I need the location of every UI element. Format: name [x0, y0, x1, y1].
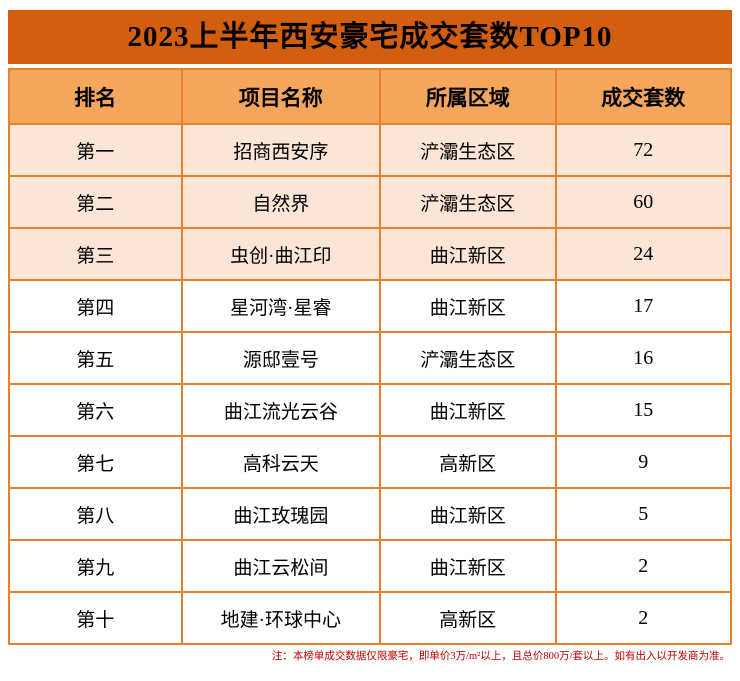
table-row: 第十 地建·环球中心 高新区 2 [8, 591, 733, 645]
count-cell: 17 [554, 279, 733, 333]
rank-cell: 第五 [8, 331, 183, 385]
header-rank: 排名 [8, 68, 183, 125]
district-cell: 浐灞生态区 [379, 123, 557, 177]
project-cell: 曲江玫瑰园 [180, 487, 382, 541]
table-row: 第四 星河湾·星睿 曲江新区 17 [8, 279, 733, 333]
district-cell: 高新区 [379, 591, 557, 645]
table-row: 第八 曲江玫瑰园 曲江新区 5 [8, 487, 733, 541]
table-row: 第六 曲江流光云谷 曲江新区 15 [8, 383, 733, 437]
footnote: 注：本榜单成交数据仅限豪宅，即单价3万/m²以上，且总价800万/套以上。如有出… [271, 651, 730, 662]
table-row: 第三 虫创·曲江印 曲江新区 24 [8, 227, 733, 281]
project-cell: 高科云天 [180, 435, 382, 489]
table-body: 第一 招商西安序 浐灞生态区 72 第二 自然界 浐灞生态区 60 第三 虫创·曲江印 曲江新区 24… [8, 123, 733, 645]
project-cell: 地建·环球中心 [180, 591, 382, 645]
project-cell: 虫创·曲江印 [180, 227, 382, 281]
count-cell: 2 [554, 591, 733, 645]
district-cell: 曲江新区 [379, 383, 557, 437]
count-cell: 5 [554, 487, 733, 541]
table-row: 第七 高科云天 高新区 9 [8, 435, 733, 489]
district-cell: 浐灞生态区 [379, 175, 557, 229]
project-cell: 星河湾·星睿 [180, 279, 382, 333]
district-cell: 曲江新区 [379, 487, 557, 541]
count-cell: 15 [554, 383, 733, 437]
table-row: 第二 自然界 浐灞生态区 60 [8, 175, 733, 229]
table-header: 排名 项目名称 所属区域 成交套数 [8, 68, 733, 125]
count-cell: 72 [554, 123, 733, 177]
district-cell: 曲江新区 [379, 279, 557, 333]
district-cell: 曲江新区 [379, 539, 557, 593]
header-project: 项目名称 [180, 68, 382, 125]
district-cell: 曲江新区 [379, 227, 557, 281]
count-cell: 60 [554, 175, 733, 229]
rank-cell: 第十 [8, 591, 183, 645]
count-cell: 9 [554, 435, 733, 489]
header-row: 排名 项目名称 所属区域 成交套数 [8, 68, 733, 125]
rank-cell: 第四 [8, 279, 183, 333]
project-cell: 招商西安序 [180, 123, 382, 177]
rank-cell: 第九 [8, 539, 183, 593]
ranking-table: 排名 项目名称 所属区域 成交套数 第一 招商西安序 浐灞生态区 72 第二 自然界 浐灞生… [8, 68, 733, 645]
district-cell: 浐灞生态区 [379, 331, 557, 385]
project-cell: 源邸壹号 [180, 331, 382, 385]
count-cell: 24 [554, 227, 733, 281]
rank-cell: 第六 [8, 383, 183, 437]
rank-cell: 第八 [8, 487, 183, 541]
rank-cell: 第三 [8, 227, 183, 281]
project-cell: 曲江云松间 [180, 539, 382, 593]
rank-cell: 第二 [8, 175, 183, 229]
project-cell: 自然界 [180, 175, 382, 229]
rank-cell: 第一 [8, 123, 183, 177]
count-cell: 2 [554, 539, 733, 593]
table-row: 第九 曲江云松间 曲江新区 2 [8, 539, 733, 593]
table-row: 第一 招商西安序 浐灞生态区 72 [8, 123, 733, 177]
count-cell: 16 [554, 331, 733, 385]
table-row: 第五 源邸壹号 浐灞生态区 16 [8, 331, 733, 385]
page-title: 2023上半年西安豪宅成交套数TOP10 [8, 10, 732, 64]
project-cell: 曲江流光云谷 [180, 383, 382, 437]
rank-cell: 第七 [8, 435, 183, 489]
district-cell: 高新区 [379, 435, 557, 489]
header-district: 所属区域 [379, 68, 557, 125]
header-count: 成交套数 [554, 68, 733, 125]
